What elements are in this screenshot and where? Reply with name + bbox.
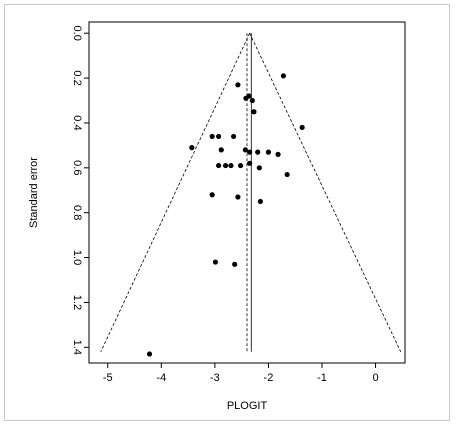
y-tick-label: 0.0 xyxy=(71,26,83,41)
y-tick-label: 1.4 xyxy=(71,340,83,355)
y-axis: 0.0 0.2 0.4 0.6 0.8 1.0 1.2 1.4 xyxy=(71,26,89,355)
x-tick-label: -5 xyxy=(103,372,113,384)
data-point xyxy=(209,192,215,198)
data-point xyxy=(235,82,241,88)
data-points xyxy=(146,73,305,357)
data-point xyxy=(249,97,255,104)
y-tick-label: 0.6 xyxy=(71,160,83,175)
funnel-right-line xyxy=(249,33,402,352)
data-point xyxy=(246,93,252,99)
reference-lines xyxy=(246,33,252,352)
plot-area-border xyxy=(88,21,406,364)
data-point xyxy=(256,165,262,171)
x-tick-label: -2 xyxy=(264,372,274,384)
funnel-lines xyxy=(100,33,402,352)
funnel-plot: -5 -4 -3 -2 -1 0 0.0 0.2 0.4 0.6 0.8 1.0 1.2 1.4 PLO… xyxy=(28,21,406,412)
data-point xyxy=(228,162,234,169)
y-tick-label: 0.2 xyxy=(71,70,83,85)
data-point xyxy=(247,160,253,166)
data-point xyxy=(284,171,290,178)
x-tick-label: -4 xyxy=(156,372,166,384)
data-point xyxy=(265,149,272,155)
data-point xyxy=(218,147,224,153)
data-point xyxy=(280,73,287,79)
data-point xyxy=(212,259,218,265)
x-tick-label: -3 xyxy=(210,372,220,384)
x-tick-label: -1 xyxy=(317,372,327,384)
data-point xyxy=(275,151,281,157)
chart-frame: -5 -4 -3 -2 -1 0 0.0 0.2 0.4 0.6 0.8 1.0 1.2 1.4 PLO… xyxy=(4,4,450,421)
data-point xyxy=(255,149,261,155)
data-point xyxy=(222,162,229,169)
data-point xyxy=(237,162,244,169)
y-tick-label: 1.2 xyxy=(71,295,83,310)
data-point xyxy=(189,145,195,151)
data-point xyxy=(231,133,237,140)
x-axis: -5 -4 -3 -2 -1 0 xyxy=(103,363,379,384)
data-point xyxy=(232,261,238,267)
x-tick-label: 0 xyxy=(372,372,378,384)
y-tick-label: 0.4 xyxy=(71,115,83,130)
x-axis-title: PLOGIT xyxy=(227,400,268,412)
y-tick-label: 1.0 xyxy=(71,250,83,265)
y-axis-title: Standard error xyxy=(28,157,40,228)
data-point xyxy=(216,133,222,140)
data-point xyxy=(299,124,305,131)
funnel-left-line xyxy=(100,33,251,352)
y-tick-label: 0.8 xyxy=(71,205,83,220)
data-point xyxy=(235,194,241,200)
data-point xyxy=(216,162,222,169)
data-point xyxy=(146,351,153,357)
data-point xyxy=(209,133,215,140)
data-point xyxy=(247,149,253,155)
data-point xyxy=(251,109,257,115)
data-point xyxy=(257,198,263,205)
data-point xyxy=(242,147,248,153)
